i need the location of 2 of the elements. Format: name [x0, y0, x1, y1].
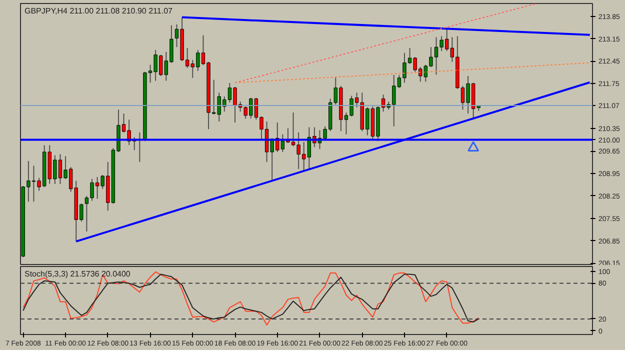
chart-title: GBPJPY,H4 211.00 211.08 210.90 211.07: [24, 6, 174, 16]
chart-title: Stoch(5,3,3) 21.5736 20.0400: [24, 270, 131, 278]
